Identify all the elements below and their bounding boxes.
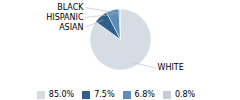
svg-text:HISPANIC: HISPANIC (46, 13, 84, 22)
svg-text:BLACK: BLACK (57, 3, 84, 12)
html-text:0.8%: 0.8% (174, 90, 196, 99)
html-text:6.8%: 6.8% (134, 90, 155, 99)
html-text:85.0%: 85.0% (48, 90, 75, 99)
html-text:7.5%: 7.5% (94, 90, 115, 99)
svg-text:WHITE: WHITE (158, 63, 184, 72)
svg-text:ASIAN: ASIAN (59, 23, 83, 32)
